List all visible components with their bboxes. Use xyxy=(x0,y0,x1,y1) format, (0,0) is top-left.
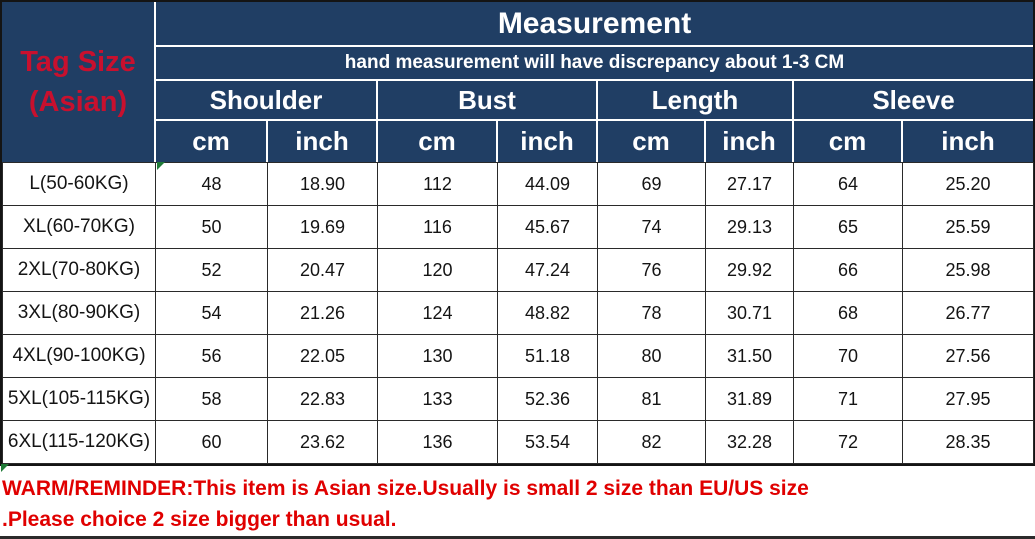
measurement-title: Measurement xyxy=(153,2,1034,47)
excel-corner-marker-icon xyxy=(1,464,9,472)
unit-header-bust-cm: cm xyxy=(376,119,498,162)
table-row: 6XL(115-120KG) 60 23.62 136 53.54 82 32.28 72 28… xyxy=(2,420,1034,464)
measurement-value: 21.26 xyxy=(267,291,378,335)
measurement-value: 54 xyxy=(155,291,268,335)
measurement-value: 25.59 xyxy=(902,205,1034,249)
size-table-body: L(50-60KG) 48 18.90 112 44.09 69 27.17 64 25.20 X… xyxy=(2,162,1034,464)
measurement-value: 22.83 xyxy=(267,377,378,421)
measurement-value: 23.62 xyxy=(267,420,378,464)
table-row: 2XL(70-80KG) 52 20.47 120 47.24 76 29.92 66 25.9… xyxy=(2,248,1034,292)
measurement-value: 72 xyxy=(793,420,903,464)
measurement-value: 31.50 xyxy=(705,334,794,378)
tag-size-sub-label: (Asian) xyxy=(28,86,128,118)
measurement-value: 74 xyxy=(597,205,706,249)
group-header-sleeve: Sleeve xyxy=(791,79,1034,121)
measurement-value: 76 xyxy=(597,248,706,292)
measurement-value: 69 xyxy=(597,162,706,206)
measurement-value: 26.77 xyxy=(902,291,1034,335)
warning-text: WARM/REMINDER:This item is Asian size.Us… xyxy=(0,466,1035,535)
table-row: 3XL(80-90KG) 54 21.26 124 48.82 78 30.71 68 26.7… xyxy=(2,291,1034,335)
measurement-value: 22.05 xyxy=(267,334,378,378)
excel-corner-marker-icon xyxy=(157,162,165,170)
size-label: 5XL(105-115KG) xyxy=(2,377,156,421)
group-header-bust: Bust xyxy=(376,79,598,121)
measurement-value: 27.56 xyxy=(902,334,1034,378)
measurement-value: 80 xyxy=(597,334,706,378)
measurement-value: 70 xyxy=(793,334,903,378)
measurement-value: 56 xyxy=(155,334,268,378)
table-row: 4XL(90-100KG) 56 22.05 130 51.18 80 31.50 70 27.… xyxy=(2,334,1034,378)
measurement-value: 45.67 xyxy=(497,205,598,249)
measurement-value: 60 xyxy=(155,420,268,464)
measurement-value: 53.54 xyxy=(497,420,598,464)
measurement-value: 25.98 xyxy=(902,248,1034,292)
unit-header-length-cm: cm xyxy=(596,119,706,162)
measurement-value: 68 xyxy=(793,291,903,335)
tag-size-label: Tag Size xyxy=(20,46,136,78)
tag-size-cell: Tag Size (Asian) xyxy=(2,2,156,162)
size-label: 4XL(90-100KG) xyxy=(2,334,156,378)
measurement-value: 50 xyxy=(155,205,268,249)
table-row: 5XL(105-115KG) 58 22.83 133 52.36 81 31.89 71 27… xyxy=(2,377,1034,421)
measurement-value: 65 xyxy=(793,205,903,249)
measurement-value: 133 xyxy=(377,377,498,421)
measurement-value: 28.35 xyxy=(902,420,1034,464)
measurement-value: 81 xyxy=(597,377,706,421)
unit-header-sleeve-inch: inch xyxy=(900,119,1034,162)
measurement-value: 48.82 xyxy=(497,291,598,335)
measurement-value: 58 xyxy=(155,377,268,421)
measurement-value: 124 xyxy=(377,291,498,335)
table-row: L(50-60KG) 48 18.90 112 44.09 69 27.17 64 25.20 xyxy=(2,162,1034,206)
measurement-value: 25.20 xyxy=(902,162,1034,206)
measurement-value: 112 xyxy=(377,162,498,206)
measurement-value: 82 xyxy=(597,420,706,464)
measurement-value: 64 xyxy=(793,162,903,206)
measurement-value: 29.13 xyxy=(705,205,794,249)
unit-header-sleeve-cm: cm xyxy=(792,119,903,162)
unit-header-shoulder-cm: cm xyxy=(155,119,268,162)
measurement-value: 51.18 xyxy=(497,334,598,378)
measurement-subtitle: hand measurement will have discrepancy a… xyxy=(155,45,1034,81)
measurement-value: 52.36 xyxy=(497,377,598,421)
measurement-value: 32.28 xyxy=(705,420,794,464)
measurement-value: 116 xyxy=(377,205,498,249)
measurement-value: 52 xyxy=(155,248,268,292)
measurement-value: 30.71 xyxy=(705,291,794,335)
warning-line-1: WARM/REMINDER:This item is Asian size.Us… xyxy=(2,477,809,500)
measurement-value: 47.24 xyxy=(497,248,598,292)
measurement-value: 78 xyxy=(597,291,706,335)
measurement-value: 71 xyxy=(793,377,903,421)
size-table-frame: Tag Size (Asian) Measurement hand measur… xyxy=(0,0,1035,466)
measurement-value: 29.92 xyxy=(705,248,794,292)
warning-line-2: .Please choice 2 size bigger than usual. xyxy=(2,508,397,531)
size-label: 2XL(70-80KG) xyxy=(2,248,156,292)
size-label: 6XL(115-120KG) xyxy=(2,420,156,464)
measurement-value: 18.90 xyxy=(267,162,378,206)
measurement-value: 44.09 xyxy=(497,162,598,206)
unit-header-shoulder-inch: inch xyxy=(266,119,378,162)
measurement-value: 120 xyxy=(377,248,498,292)
measurement-value: 20.47 xyxy=(267,248,378,292)
measurement-value: 136 xyxy=(377,420,498,464)
unit-header-bust-inch: inch xyxy=(496,119,598,162)
measurement-value: 19.69 xyxy=(267,205,378,249)
measurement-value: 31.89 xyxy=(705,377,794,421)
measurement-header-table: Tag Size (Asian) Measurement hand measur… xyxy=(2,2,1034,162)
group-header-length: Length xyxy=(596,79,794,121)
size-data-table: L(50-60KG) 48 18.90 112 44.09 69 27.17 64 25.20 X… xyxy=(2,162,1034,464)
group-header-shoulder: Shoulder xyxy=(155,79,378,121)
measurement-value: 48 xyxy=(155,162,268,206)
unit-header-length-inch: inch xyxy=(704,119,794,162)
table-row: XL(60-70KG) 50 19.69 116 45.67 74 29.13 65 25.59 xyxy=(2,205,1034,249)
measurement-value: 66 xyxy=(793,248,903,292)
measurement-value: 27.17 xyxy=(705,162,794,206)
measurement-value: 27.95 xyxy=(902,377,1034,421)
size-label: L(50-60KG) xyxy=(2,162,156,206)
size-label: XL(60-70KG) xyxy=(2,205,156,249)
measurement-value: 130 xyxy=(377,334,498,378)
size-label: 3XL(80-90KG) xyxy=(2,291,156,335)
